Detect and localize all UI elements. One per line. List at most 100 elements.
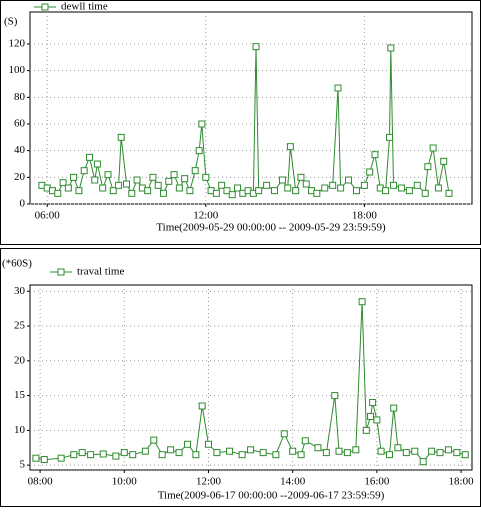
point-marker — [424, 163, 432, 171]
point-marker — [440, 157, 448, 165]
point-marker — [389, 181, 397, 189]
point-marker — [428, 447, 436, 455]
point-marker — [259, 449, 267, 457]
point-marker — [329, 181, 337, 189]
point-marker — [297, 451, 305, 459]
y-tick-label: 10 — [14, 424, 26, 436]
point-marker — [191, 167, 199, 175]
point-marker — [421, 189, 429, 197]
point-marker — [228, 191, 236, 199]
point-marker — [198, 402, 206, 410]
y-tick-label: 120 — [9, 38, 26, 50]
x-axis-label: Time(2009-06-17 00:00:00 --2009-06-17 23… — [158, 490, 385, 502]
point-marker — [133, 176, 141, 184]
legend-label: dewll time — [61, 1, 108, 13]
point-marker — [218, 181, 226, 189]
x-tick-label: 12:00 — [196, 476, 222, 488]
point-marker — [120, 449, 128, 457]
point-marker — [170, 171, 178, 179]
point-marker — [159, 189, 167, 197]
point-marker — [78, 449, 86, 457]
point-marker — [369, 399, 377, 407]
point-marker — [362, 426, 370, 434]
point-marker — [183, 440, 191, 448]
point-marker — [445, 189, 453, 197]
point-marker — [334, 84, 342, 92]
point-marker — [80, 167, 88, 175]
y-tick-label: 100 — [9, 64, 26, 76]
point-marker — [252, 43, 260, 51]
x-tick-label: 14:00 — [280, 476, 306, 488]
point-marker — [377, 447, 385, 455]
point-marker — [335, 447, 343, 455]
point-marker — [198, 120, 206, 128]
point-marker — [150, 436, 158, 444]
point-marker — [234, 184, 242, 192]
point-marker — [87, 451, 95, 459]
x-tick-label: 06:00 — [35, 210, 61, 222]
point-marker — [367, 412, 375, 420]
point-marker — [175, 449, 183, 457]
point-marker — [278, 176, 286, 184]
y-tick-label: 0 — [20, 198, 26, 210]
point-marker — [141, 447, 149, 455]
point-marker — [99, 184, 107, 192]
legend-marker — [57, 268, 65, 276]
point-marker — [444, 446, 452, 454]
point-marker — [129, 451, 137, 459]
point-marker — [461, 451, 469, 459]
point-marker — [405, 187, 413, 195]
point-marker — [70, 451, 78, 459]
point-marker — [192, 451, 200, 459]
y-axis-label: (*60S) — [2, 258, 32, 270]
point-marker — [54, 189, 62, 197]
point-marker — [186, 187, 194, 195]
point-marker — [204, 440, 212, 448]
point-marker — [213, 449, 221, 457]
point-marker — [371, 151, 379, 159]
point-marker — [91, 176, 99, 184]
y-tick-label: 5 — [20, 459, 26, 471]
point-marker — [99, 450, 107, 458]
point-marker — [413, 181, 421, 189]
plot-area — [29, 284, 473, 471]
point-marker — [93, 160, 101, 168]
x-tick-label: 12:00 — [193, 210, 219, 222]
point-marker — [223, 187, 231, 195]
y-tick-label: 40 — [14, 144, 26, 156]
y-tick-label: 20 — [14, 354, 26, 366]
y-tick-label: 15 — [14, 389, 26, 401]
y-tick-label: 20 — [14, 171, 26, 183]
point-marker — [212, 189, 220, 197]
point-marker — [322, 449, 330, 457]
point-marker — [297, 173, 305, 181]
point-marker — [75, 187, 83, 195]
x-axis-label: Time(2009-05-29 00:00:00 -- 2009-05-29 2… — [156, 222, 386, 234]
point-marker — [382, 187, 390, 195]
series-line — [35, 301, 466, 463]
point-marker — [158, 451, 166, 459]
panel-border — [0, 248, 481, 507]
point-marker — [117, 133, 125, 141]
point-marker — [314, 444, 322, 452]
point-marker — [453, 449, 461, 457]
point-marker — [85, 153, 93, 161]
point-marker — [284, 184, 292, 192]
point-marker — [255, 187, 263, 195]
point-marker — [247, 446, 255, 454]
point-marker — [115, 181, 123, 189]
point-marker — [112, 452, 120, 460]
panel-border — [0, 0, 481, 245]
point-marker — [263, 181, 271, 189]
point-marker — [343, 449, 351, 457]
point-marker — [70, 173, 78, 181]
plot-area — [29, 11, 473, 205]
point-marker — [366, 168, 374, 176]
point-marker — [360, 181, 368, 189]
point-marker — [122, 180, 130, 188]
legend-label: traval time — [77, 266, 124, 278]
x-tick-label: 16:00 — [364, 476, 390, 488]
point-marker — [436, 449, 444, 457]
y-tick-label: 30 — [14, 285, 26, 297]
point-marker — [390, 404, 398, 412]
